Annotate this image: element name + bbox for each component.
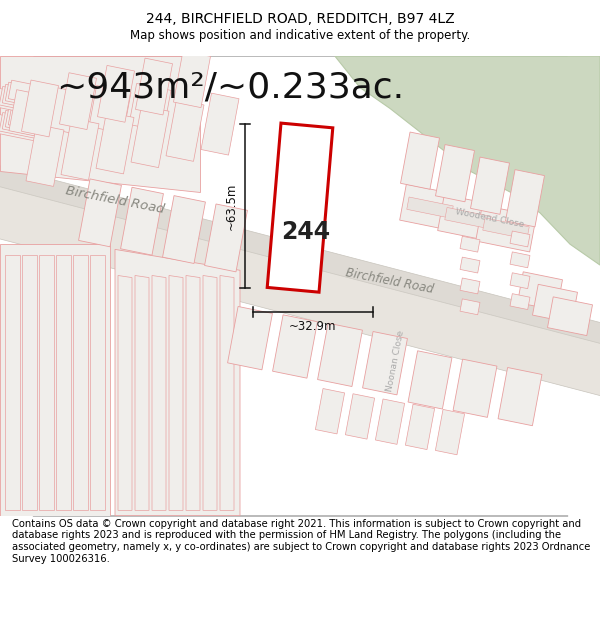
Polygon shape (22, 80, 59, 137)
Polygon shape (26, 124, 64, 186)
Polygon shape (79, 179, 121, 247)
Polygon shape (0, 86, 57, 116)
Polygon shape (453, 359, 497, 418)
Polygon shape (376, 399, 404, 444)
Polygon shape (510, 231, 530, 247)
Polygon shape (135, 276, 149, 511)
Polygon shape (272, 315, 317, 378)
Text: 244: 244 (281, 219, 331, 244)
Polygon shape (0, 56, 200, 192)
Polygon shape (131, 106, 169, 168)
Polygon shape (115, 249, 240, 516)
Text: Birchfield Road: Birchfield Road (64, 184, 166, 216)
Polygon shape (445, 208, 491, 229)
Polygon shape (460, 278, 480, 294)
Polygon shape (548, 297, 592, 336)
Polygon shape (436, 409, 464, 455)
Polygon shape (129, 83, 171, 131)
Polygon shape (436, 144, 475, 202)
Polygon shape (152, 276, 166, 511)
Polygon shape (346, 394, 374, 439)
Polygon shape (0, 114, 54, 144)
Polygon shape (506, 169, 544, 227)
Polygon shape (169, 276, 183, 511)
Polygon shape (470, 157, 509, 214)
Polygon shape (510, 272, 530, 289)
Polygon shape (8, 80, 66, 109)
Polygon shape (227, 306, 272, 370)
Polygon shape (0, 89, 54, 118)
Polygon shape (5, 82, 63, 112)
Polygon shape (73, 254, 88, 511)
Polygon shape (166, 99, 204, 161)
Polygon shape (335, 56, 600, 265)
Polygon shape (121, 188, 163, 255)
Polygon shape (267, 123, 333, 292)
Text: Woodend Close: Woodend Close (455, 207, 525, 229)
Polygon shape (316, 389, 344, 434)
Polygon shape (407, 197, 453, 218)
Polygon shape (220, 276, 234, 511)
Polygon shape (201, 93, 239, 155)
Polygon shape (0, 244, 110, 516)
Polygon shape (39, 254, 54, 511)
Polygon shape (0, 166, 600, 343)
Polygon shape (8, 106, 66, 136)
Polygon shape (2, 84, 60, 114)
Polygon shape (518, 272, 562, 311)
Polygon shape (5, 108, 63, 138)
Polygon shape (317, 323, 362, 386)
Polygon shape (408, 351, 452, 409)
Text: Birchfield Road: Birchfield Road (345, 266, 435, 296)
Polygon shape (9, 90, 51, 138)
Polygon shape (437, 194, 499, 241)
Polygon shape (96, 112, 134, 174)
Polygon shape (401, 132, 439, 189)
Text: ~32.9m: ~32.9m (289, 320, 337, 333)
Polygon shape (362, 331, 407, 395)
Polygon shape (173, 51, 211, 108)
Polygon shape (89, 86, 131, 134)
Polygon shape (5, 254, 20, 511)
Polygon shape (97, 66, 134, 122)
Polygon shape (510, 294, 530, 309)
Text: ~63.5m: ~63.5m (224, 182, 238, 230)
Polygon shape (460, 236, 480, 252)
Polygon shape (2, 111, 60, 140)
Polygon shape (49, 88, 91, 136)
Polygon shape (186, 276, 200, 511)
Polygon shape (118, 276, 132, 511)
Polygon shape (483, 218, 529, 239)
Polygon shape (0, 187, 600, 396)
Text: Map shows position and indicative extent of the property.: Map shows position and indicative extent… (130, 29, 470, 41)
Text: Contains OS data © Crown copyright and database right 2021. This information is : Contains OS data © Crown copyright and d… (12, 519, 590, 564)
Text: Noonan Close: Noonan Close (385, 330, 406, 392)
Polygon shape (0, 112, 57, 142)
Polygon shape (203, 276, 217, 511)
Polygon shape (460, 257, 480, 273)
Polygon shape (59, 72, 97, 129)
Polygon shape (90, 254, 105, 511)
Text: ~943m²/~0.233ac.: ~943m²/~0.233ac. (56, 71, 404, 104)
Text: 244, BIRCHFIELD ROAD, REDDITCH, B97 4LZ: 244, BIRCHFIELD ROAD, REDDITCH, B97 4LZ (146, 12, 454, 26)
Polygon shape (460, 299, 480, 315)
Polygon shape (22, 254, 37, 511)
Polygon shape (400, 184, 460, 231)
Polygon shape (533, 284, 577, 323)
Polygon shape (136, 58, 173, 115)
Polygon shape (56, 254, 71, 511)
Polygon shape (406, 404, 434, 449)
Polygon shape (476, 205, 536, 252)
Polygon shape (510, 252, 530, 268)
Polygon shape (61, 118, 99, 180)
Polygon shape (163, 196, 205, 264)
Polygon shape (498, 368, 542, 426)
Polygon shape (205, 204, 247, 272)
